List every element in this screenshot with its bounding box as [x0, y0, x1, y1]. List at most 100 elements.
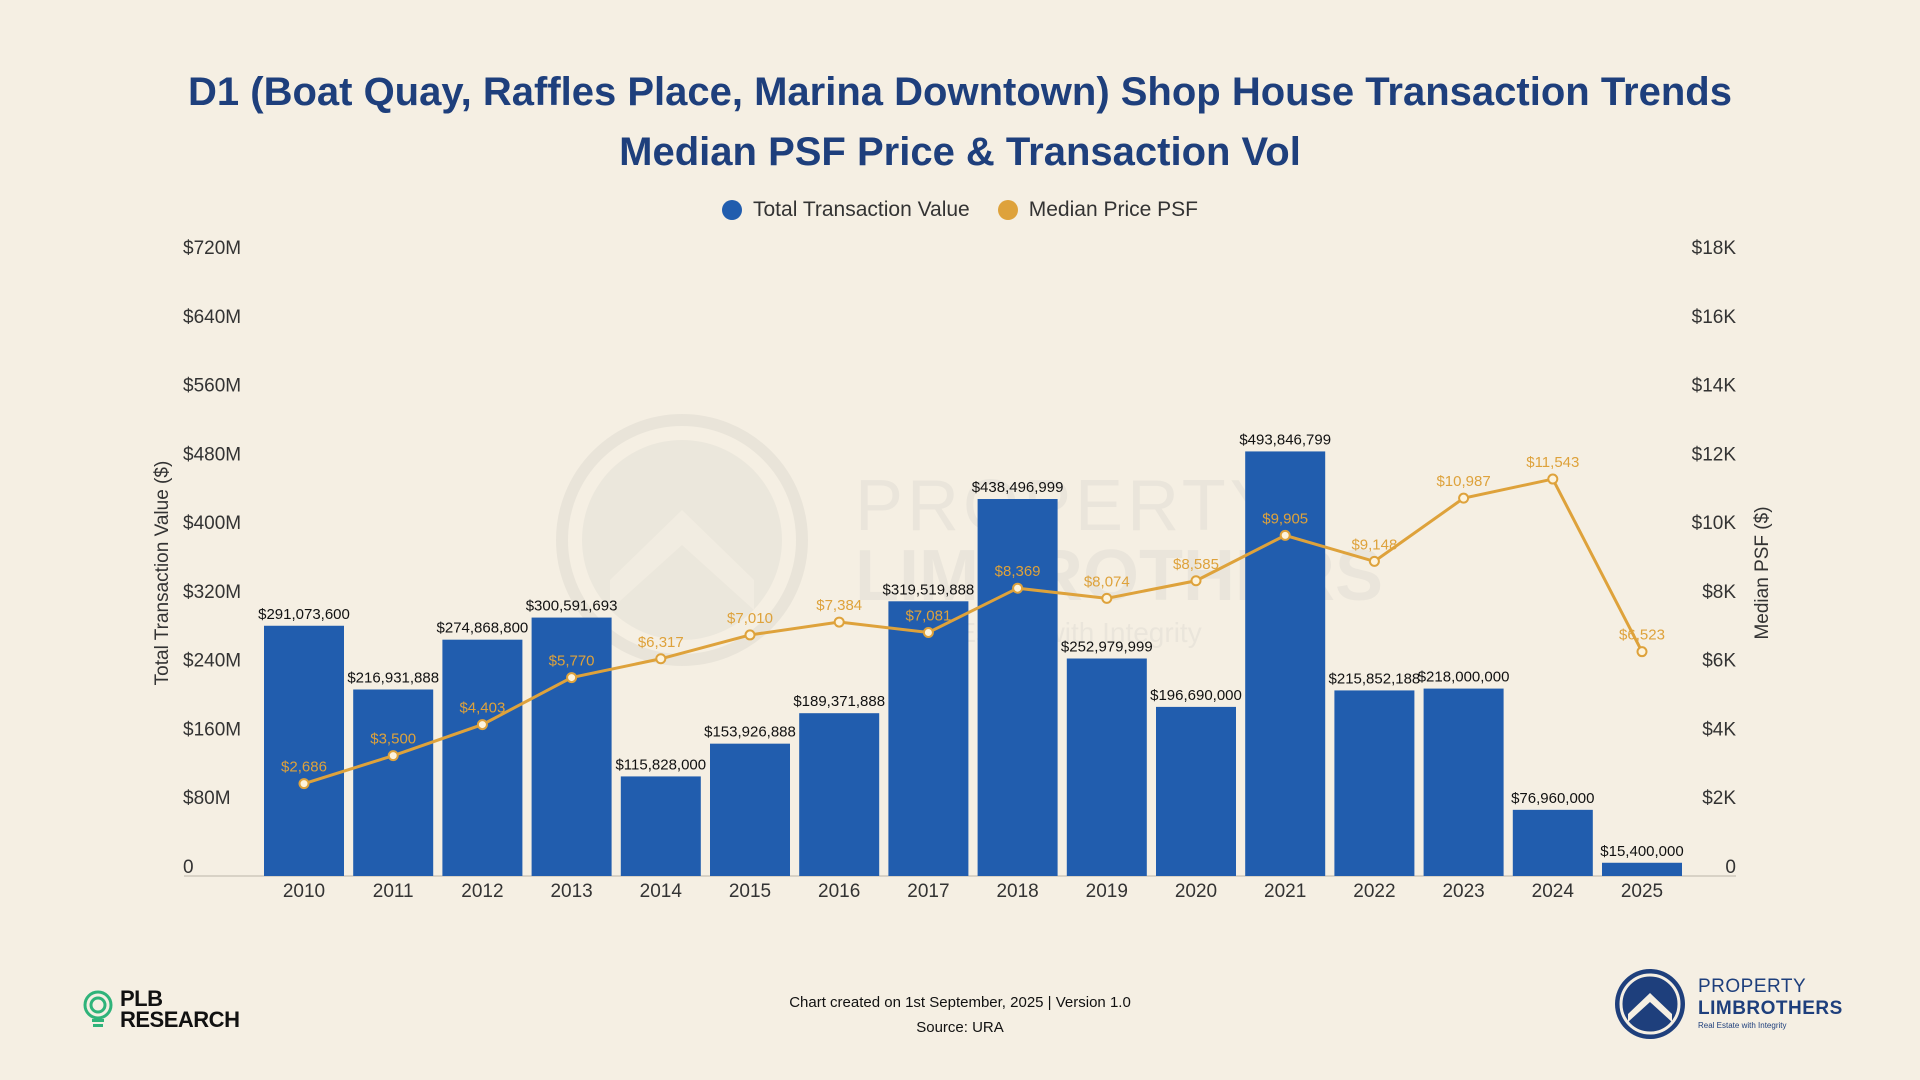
bar[interactable] [888, 601, 969, 876]
line-value-label: $9,905 [1262, 510, 1308, 527]
left-tick-label: $160M [183, 719, 241, 740]
bar[interactable] [620, 776, 701, 876]
bar[interactable] [1602, 862, 1682, 876]
line-value-label: $11,543 [1526, 454, 1579, 471]
line-point[interactable] [1547, 473, 1559, 485]
bar-series [264, 451, 1682, 876]
x-tick-label: 2016 [818, 881, 860, 902]
x-tick-label: 2010 [283, 881, 325, 902]
line-value-label: $4,403 [459, 700, 505, 717]
x-tick-label: 2023 [1442, 881, 1484, 902]
house-roof-icon [1615, 969, 1685, 1039]
line-point[interactable] [1012, 582, 1024, 594]
right-tick-label: $6K [1702, 651, 1736, 672]
bar[interactable] [353, 689, 434, 876]
bar[interactable] [1334, 690, 1415, 876]
footer-created-note: Chart created on 1st September, 2025 | V… [789, 994, 1131, 1011]
left-tick-label: 0 [183, 857, 194, 878]
chart-title: D1 (Boat Quay, Raffles Place, Marina Dow… [0, 62, 1920, 182]
line-value-label: $10,987 [1436, 473, 1490, 490]
left-tick-label: $400M [183, 513, 241, 534]
bar[interactable] [1423, 688, 1504, 876]
bar-value-label: $291,073,600 [258, 606, 350, 623]
plb-logo-line1: PLB [120, 986, 163, 1011]
right-tick-label: $10K [1692, 513, 1737, 534]
bar[interactable] [1066, 658, 1147, 876]
legend-item-median-psf[interactable]: Median Price PSF [997, 198, 1198, 222]
legend-item-transaction-value[interactable]: Total Transaction Value [722, 198, 970, 222]
bar[interactable] [1156, 706, 1236, 876]
bar-value-label: $218,000,000 [1418, 669, 1510, 686]
chart-title-line1: D1 (Boat Quay, Raffles Place, Marina Dow… [188, 70, 1732, 114]
line-value-label: $7,384 [816, 597, 862, 614]
plb-research-logo: PLB RESEARCH [80, 986, 240, 1032]
bar[interactable] [977, 499, 1058, 876]
watermark-roof-icon [610, 510, 754, 610]
property-limbrothers-logo: PROPERTY LIMBROTHERS Real Estate with In… [1612, 966, 1843, 1042]
bar-value-label: $274,868,800 [437, 620, 529, 637]
bar-value-label: $300,591,693 [526, 598, 618, 615]
line-point[interactable] [744, 629, 756, 641]
x-tick-label: 2013 [550, 881, 592, 902]
pl-logo-line2: LIMBROTHERS [1698, 998, 1843, 1019]
median-psf-line [303, 477, 1644, 786]
pl-logo-line1: PROPERTY [1698, 976, 1807, 997]
line-point[interactable] [476, 719, 488, 731]
line-value-label: $7,010 [727, 610, 773, 627]
bar-value-label: $196,690,000 [1150, 687, 1242, 704]
line-point[interactable] [1458, 492, 1470, 504]
line-value-label: $6,317 [638, 634, 684, 651]
lightbulb-icon [83, 990, 113, 1027]
bar[interactable] [531, 617, 612, 876]
right-tick-label: $18K [1692, 238, 1737, 259]
bar-value-labels: $291,073,600 $216,931,888 $274,868,800 $300… [258, 431, 1684, 859]
bar[interactable] [1245, 451, 1326, 876]
legend-swatch-transaction-value [722, 200, 742, 220]
legend-label-median-psf: Median Price PSF [1028, 198, 1198, 221]
line-value-label: $2,686 [281, 759, 327, 776]
x-tick-label: 2015 [729, 881, 771, 902]
line-point[interactable] [922, 626, 934, 638]
line-point[interactable] [1636, 646, 1648, 658]
line-value-label: $8,074 [1084, 573, 1130, 590]
left-tick-label: $480M [183, 444, 241, 465]
bar[interactable] [710, 743, 790, 876]
x-tick-label: 2025 [1621, 881, 1663, 902]
plb-logo-line2: RESEARCH [120, 1007, 240, 1032]
bar-value-label: $252,979,999 [1061, 639, 1153, 656]
x-tick-label: 2012 [461, 881, 503, 902]
x-axis: 2010 2011 2012 2013 2014 2015 2016 2017 2018 2019… [283, 881, 1663, 902]
line-point[interactable] [566, 672, 578, 684]
x-tick-label: 2018 [996, 881, 1038, 902]
line-point[interactable] [1190, 575, 1202, 587]
watermark-line1: PROPERTY [855, 466, 1282, 546]
watermark-ring-icon [556, 414, 808, 666]
x-tick-label: 2020 [1175, 881, 1217, 902]
line-point[interactable] [387, 750, 399, 762]
line-point[interactable] [1101, 592, 1113, 604]
line-value-label: $3,500 [370, 731, 416, 748]
legend-label-transaction-value: Total Transaction Value [753, 198, 970, 221]
line-series: $2,686 $3,500 $4,403 $5,770 $6,317 $7,010 $7,3… [281, 454, 1665, 790]
line-point[interactable] [833, 616, 845, 628]
line-value-label: $9,148 [1351, 536, 1397, 553]
right-axis: 0 $2K $4K $6K $8K $10K $12K $14K $16K $18K [1692, 238, 1737, 878]
footer-source: Source: URA [916, 1019, 1004, 1036]
left-tick-label: $560M [183, 376, 241, 397]
line-point[interactable] [1279, 529, 1291, 541]
line-point[interactable] [1368, 555, 1380, 567]
line-point[interactable] [298, 778, 310, 790]
bar[interactable] [1512, 809, 1593, 876]
line-point[interactable] [655, 653, 667, 665]
bar-value-label: $215,852,188 [1329, 670, 1421, 687]
bar-value-label: $115,828,000 [615, 756, 706, 773]
x-tick-label: 2019 [1086, 881, 1128, 902]
bar[interactable] [264, 625, 344, 876]
left-tick-label: $320M [183, 582, 241, 603]
bar[interactable] [799, 713, 880, 876]
bar[interactable] [442, 639, 523, 876]
bar-value-label: $319,519,888 [883, 581, 975, 598]
line-value-label: $7,081 [905, 607, 951, 624]
right-tick-label: $12K [1692, 444, 1737, 465]
